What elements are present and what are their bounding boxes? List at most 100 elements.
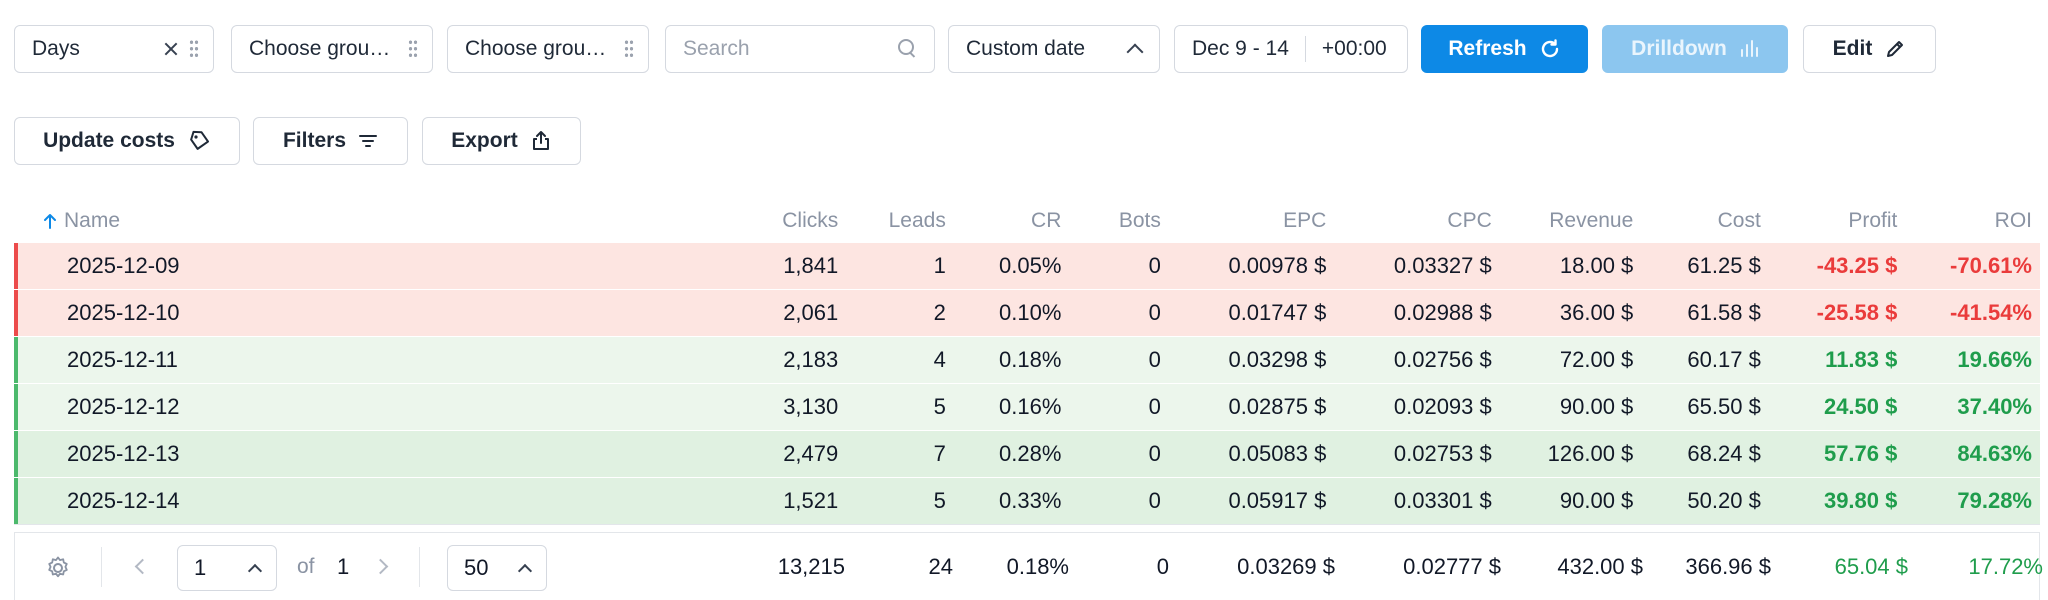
gear-icon[interactable]	[45, 555, 71, 581]
page-number-select[interactable]: 1	[177, 545, 277, 591]
cell-clicks: 2,183	[736, 335, 847, 383]
date-range-picker[interactable]: Dec 9 - 14 +00:00	[1174, 25, 1408, 73]
clear-icon[interactable]	[163, 41, 179, 57]
drag-handle-icon[interactable]	[624, 39, 634, 59]
filters-button[interactable]: Filters	[253, 117, 408, 165]
cell-cpc: 0.02988 $	[1334, 288, 1500, 336]
total-cr: 0.18%	[1006, 554, 1069, 579]
cell-profit: 39.80 $	[1768, 476, 1906, 524]
cell-roi: 19.66%	[1905, 335, 2040, 383]
total-cpc: 0.02777 $	[1403, 554, 1501, 579]
refresh-label: Refresh	[1448, 37, 1527, 60]
search-input[interactable]: Search	[665, 25, 935, 73]
drilldown-label: Drilldown	[1631, 37, 1727, 60]
cell-cpc: 0.03327 $	[1334, 241, 1500, 289]
table-row[interactable]: 2025-12-09 1,841 1 0.05% 0 0.00978 $ 0.0…	[14, 241, 2040, 289]
per-page-select[interactable]: 50	[447, 545, 547, 591]
cell-name: 2025-12-09	[14, 241, 737, 289]
column-header-revenue[interactable]: Revenue	[1549, 208, 1634, 232]
table-row[interactable]: 2025-12-11 2,183 4 0.18% 0 0.03298 $ 0.0…	[14, 335, 2040, 383]
cell-revenue: 72.00 $	[1499, 335, 1642, 383]
column-header-roi[interactable]: ROI	[1994, 208, 2032, 232]
search-placeholder: Search	[683, 37, 750, 60]
total-cost: 366.96 $	[1685, 554, 1771, 579]
cell-roi: -70.61%	[1905, 241, 2040, 289]
filter-icon	[358, 133, 378, 149]
column-header-clicks[interactable]: Clicks	[782, 208, 839, 232]
bar-chart-icon	[1739, 39, 1759, 59]
date-mode-select[interactable]: Custom date	[948, 25, 1160, 73]
cell-bots: 0	[1069, 288, 1169, 336]
column-header-epc[interactable]: EPC	[1283, 208, 1327, 232]
cell-cr: 0.33%	[953, 476, 1070, 524]
cell-epc: 0.05083 $	[1168, 429, 1335, 477]
column-header-cpc[interactable]: CPC	[1447, 208, 1492, 232]
cell-leads: 2	[846, 288, 954, 336]
cell-cost: 65.50 $	[1641, 382, 1769, 430]
cell-epc: 0.01747 $	[1168, 288, 1335, 336]
cell-cpc: 0.02756 $	[1334, 335, 1500, 383]
total-leads: 24	[928, 554, 953, 579]
chevron-up-icon	[247, 563, 263, 579]
cell-cost: 60.17 $	[1641, 335, 1769, 383]
page-number-value: 1	[194, 555, 207, 580]
chevron-right-icon[interactable]	[372, 558, 389, 575]
cell-epc: 0.05917 $	[1168, 476, 1335, 524]
table-row[interactable]: 2025-12-10 2,061 2 0.10% 0 0.01747 $ 0.0…	[14, 288, 2040, 336]
total-profit: 65.04 $	[1834, 554, 1908, 579]
cell-bots: 0	[1069, 476, 1169, 524]
cell-leads: 7	[846, 429, 954, 477]
filters-label: Filters	[282, 129, 347, 152]
drag-handle-icon[interactable]	[408, 39, 418, 59]
cell-name: 2025-12-11	[14, 335, 737, 383]
cell-revenue: 18.00 $	[1499, 241, 1642, 289]
column-header-cr[interactable]: CR	[1031, 208, 1062, 232]
table-row[interactable]: 2025-12-14 1,521 5 0.33% 0 0.05917 $ 0.0…	[14, 476, 2040, 524]
cell-cr: 0.28%	[953, 429, 1070, 477]
group-by-value-2: Choose grou…	[249, 37, 391, 60]
cell-bots: 0	[1069, 429, 1169, 477]
date-range-value: Dec 9 - 14	[1192, 37, 1289, 60]
cell-name: 2025-12-12	[14, 382, 737, 430]
group-by-select-2[interactable]: Choose grou…	[231, 25, 433, 73]
cell-roi: 37.40%	[1905, 382, 2040, 430]
cell-roi: -41.54%	[1905, 288, 2040, 336]
cell-cr: 0.18%	[953, 335, 1070, 383]
cell-cost: 50.20 $	[1641, 476, 1769, 524]
cell-cpc: 0.02753 $	[1334, 429, 1500, 477]
group-by-select-3[interactable]: Choose grou…	[447, 25, 649, 73]
update-costs-button[interactable]: Update costs	[14, 117, 240, 165]
table-row[interactable]: 2025-12-12 3,130 5 0.16% 0 0.02875 $ 0.0…	[14, 382, 2040, 430]
column-header-cost[interactable]: Cost	[1717, 208, 1761, 232]
cell-revenue: 90.00 $	[1499, 382, 1642, 430]
edit-button[interactable]: Edit	[1803, 25, 1936, 73]
cell-bots: 0	[1069, 241, 1169, 289]
cell-cr: 0.05%	[953, 241, 1070, 289]
column-header-name[interactable]: Name	[14, 200, 737, 242]
group-by-select-1[interactable]: Days	[14, 25, 214, 73]
export-button[interactable]: Export	[422, 117, 581, 165]
search-icon	[898, 39, 918, 59]
table-row[interactable]: 2025-12-13 2,479 7 0.28% 0 0.05083 $ 0.0…	[14, 429, 2040, 477]
divider	[419, 547, 420, 587]
share-icon	[530, 130, 552, 152]
cell-roi: 84.63%	[1905, 429, 2040, 477]
cell-cost: 61.25 $	[1641, 241, 1769, 289]
table-footer: 1 of 1 50 13,215 24 0.18% 0 0.03269 $ 0.…	[14, 532, 2043, 600]
per-page-value: 50	[464, 555, 489, 580]
table-header: Name Clicks Leads CR Bots EPC CPC Revenu…	[14, 200, 2040, 242]
drag-handle-icon[interactable]	[189, 39, 199, 59]
cell-cost: 61.58 $	[1641, 288, 1769, 336]
chevron-left-icon[interactable]	[134, 558, 151, 575]
cell-cr: 0.10%	[953, 288, 1070, 336]
column-header-profit[interactable]: Profit	[1848, 208, 1898, 232]
column-header-leads[interactable]: Leads	[888, 208, 946, 232]
total-roi: 17.72%	[1968, 554, 2043, 579]
cell-roi: 79.28%	[1905, 476, 2040, 524]
refresh-button[interactable]: Refresh	[1421, 25, 1588, 73]
pencil-icon	[1884, 38, 1906, 60]
group-by-value-3: Choose grou…	[465, 37, 607, 60]
column-header-bots[interactable]: Bots	[1118, 208, 1161, 232]
drilldown-button[interactable]: Drilldown	[1602, 25, 1788, 73]
divider	[1304, 36, 1306, 62]
